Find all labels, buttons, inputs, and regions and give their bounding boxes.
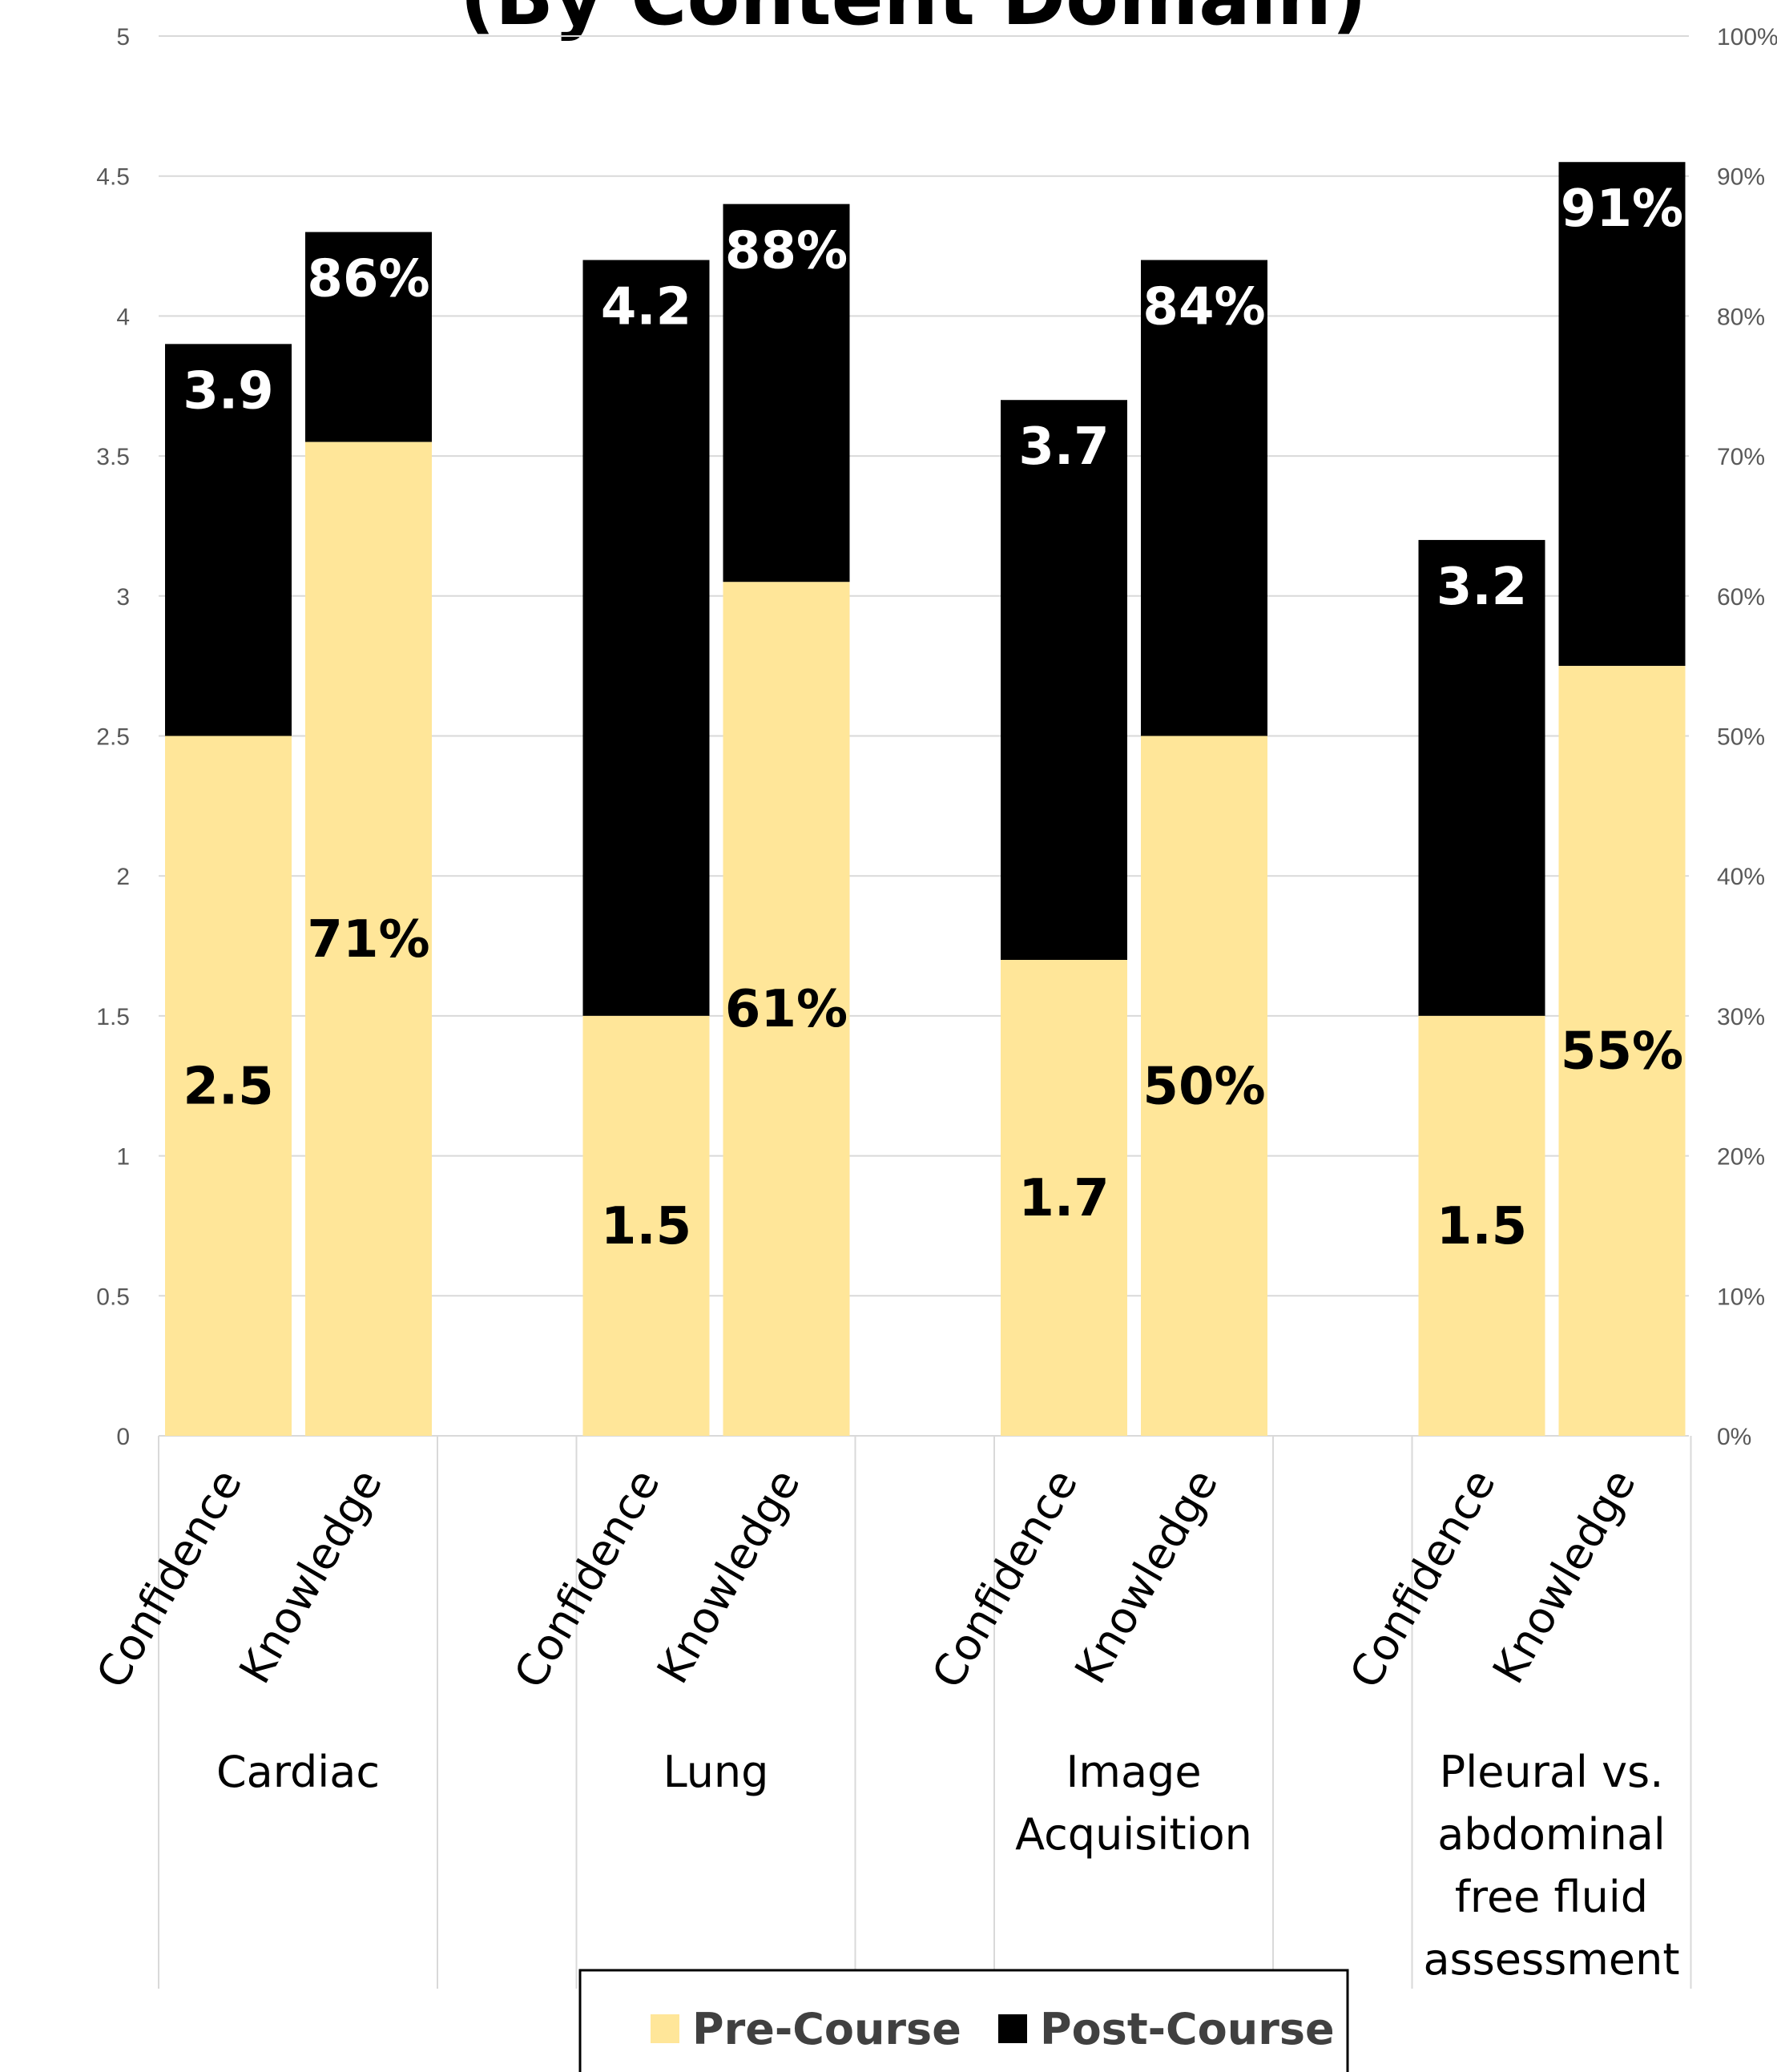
data-label-pre: 1.5 — [1437, 1197, 1527, 1256]
data-label-post: 88% — [725, 222, 848, 281]
right-tick-label: 100% — [1717, 24, 1777, 50]
right-tick-label: 20% — [1717, 1144, 1765, 1171]
bar-pre-course — [165, 736, 292, 1436]
right-tick-label: 80% — [1717, 304, 1765, 330]
data-label-pre: 2.5 — [183, 1057, 273, 1116]
left-tick-label: 1.5 — [96, 1004, 130, 1030]
right-tick-label: 50% — [1717, 724, 1765, 751]
data-label-post: 3.7 — [1018, 417, 1109, 477]
group-label: free fluid — [1455, 1872, 1648, 1922]
category-label: Confidence — [87, 1461, 252, 1696]
bar-post-course — [305, 232, 432, 442]
left-tick-label: 2 — [116, 864, 130, 890]
bar-post-course — [723, 204, 850, 582]
left-tick-label: 0 — [116, 1424, 130, 1450]
group-label: Pleural vs. — [1440, 1747, 1664, 1797]
group-label: Image — [1066, 1747, 1201, 1797]
bar-post-course — [1418, 539, 1545, 1016]
bar-post-course — [582, 260, 710, 1016]
data-label-pre: 1.5 — [601, 1197, 691, 1256]
left-tick-label: 3.5 — [96, 444, 130, 470]
category-label: Confidence — [922, 1461, 1087, 1696]
left-tick-label: 0.5 — [96, 1284, 130, 1310]
legend-label-post-course: Post-Course — [1040, 2004, 1335, 2054]
bar-post-course — [1558, 162, 1686, 667]
data-label-post: 4.2 — [601, 278, 691, 337]
right-tick-label: 70% — [1717, 444, 1765, 470]
data-label-post: 3.2 — [1437, 558, 1527, 617]
legend-swatch-pre-course — [651, 2014, 679, 2043]
left-tick-label: 3 — [116, 584, 130, 611]
bar-post-course — [1141, 260, 1267, 736]
category-label: Knowledge — [1065, 1461, 1227, 1692]
left-tick-label: 1 — [116, 1144, 130, 1171]
right-tick-label: 10% — [1717, 1284, 1765, 1310]
right-tick-label: 0% — [1717, 1424, 1751, 1450]
group-label: Acquisition — [1015, 1809, 1252, 1860]
category-label: Confidence — [504, 1461, 669, 1696]
bar-pre-course — [582, 1015, 710, 1436]
left-tick-label: 2.5 — [96, 724, 130, 751]
right-tick-label: 40% — [1717, 864, 1765, 890]
legend-swatch-post-course — [998, 2014, 1027, 2043]
data-label-pre: 50% — [1142, 1057, 1265, 1116]
legend: Pre-Course Post-Course — [578, 1969, 1349, 2072]
data-label-post: 3.9 — [183, 361, 273, 421]
left-tick-label: 5 — [116, 24, 130, 50]
data-label-pre: 61% — [725, 980, 848, 1039]
category-label: Knowledge — [1483, 1461, 1646, 1692]
group-label: assessment — [1423, 1934, 1679, 1985]
category-label: Knowledge — [647, 1461, 810, 1692]
bar-pre-course — [1001, 960, 1127, 1436]
data-label-pre: 1.7 — [1018, 1169, 1109, 1228]
legend-box — [578, 1969, 1349, 2072]
data-label-pre: 55% — [1561, 1022, 1683, 1082]
data-label-post: 84% — [1142, 278, 1265, 337]
category-label: Confidence — [1340, 1461, 1505, 1696]
legend-label-pre-course: Pre-Course — [692, 2004, 961, 2054]
bars: 2.5 3.9 71% 86% 1.5 4.2 61% 88% 1.7 3.7 50% 84% 1.5 3… — [165, 162, 1686, 1436]
left-axis: 0 0.5 1 1.5 2 2.5 3 3.5 4 4.5 5 — [96, 24, 130, 1450]
bar-pre-course — [305, 441, 432, 1436]
data-label-post: 86% — [307, 250, 429, 309]
bar-pre-course — [1141, 736, 1267, 1436]
right-tick-label: 60% — [1717, 584, 1765, 611]
group-label: abdominal — [1437, 1809, 1666, 1860]
bar-pre-course — [1418, 1015, 1545, 1436]
bar-pre-course — [1558, 666, 1686, 1436]
bar-post-course — [1001, 400, 1127, 961]
data-label-post: 91% — [1561, 179, 1683, 239]
bar-post-course — [165, 344, 292, 736]
right-axis: 0% 10% 20% 30% 40% 50% 60% 70% 80% 90% 100% — [1717, 24, 1777, 1450]
group-label: Lung — [663, 1747, 769, 1797]
right-tick-label: 90% — [1717, 164, 1765, 191]
data-label-pre: 71% — [307, 910, 429, 969]
group-label: Cardiac — [216, 1747, 380, 1797]
left-tick-label: 4 — [116, 304, 130, 330]
left-tick-label: 4.5 — [96, 164, 130, 191]
category-label: Knowledge — [229, 1461, 392, 1692]
bar-pre-course — [723, 582, 850, 1436]
right-tick-label: 30% — [1717, 1004, 1765, 1030]
